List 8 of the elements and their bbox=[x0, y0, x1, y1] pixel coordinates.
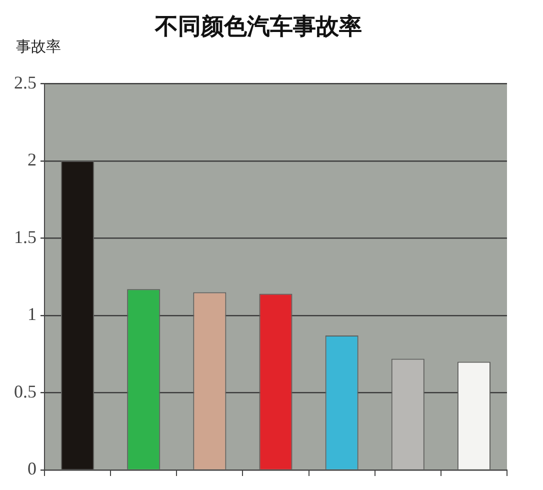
y-tick-label: 1.5 bbox=[14, 226, 36, 247]
y-tick-label: 0 bbox=[28, 458, 36, 479]
y-axis-title: 事故率 bbox=[16, 37, 61, 56]
y-tick-label: 0.5 bbox=[14, 381, 36, 402]
y-tick-label: 2.5 bbox=[14, 72, 36, 92]
chart-title: 不同颜色汽车事故率 bbox=[154, 12, 362, 40]
y-tick-label: 1 bbox=[28, 304, 36, 324]
y-tick-label: 2 bbox=[28, 150, 36, 170]
